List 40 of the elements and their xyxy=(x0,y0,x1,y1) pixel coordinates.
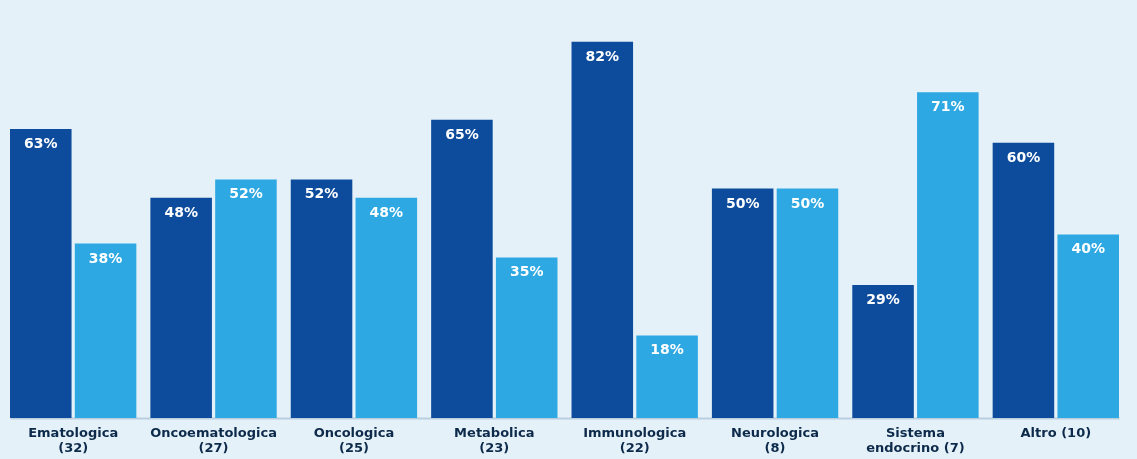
bar xyxy=(711,188,774,418)
data-label: 52% xyxy=(304,185,339,202)
x-tick-label: Oncologica (25) xyxy=(313,424,395,455)
data-label: 65% xyxy=(445,125,479,142)
data-label: 35% xyxy=(509,263,544,280)
bar xyxy=(1057,234,1119,418)
bar xyxy=(495,257,558,418)
data-label: 18% xyxy=(650,341,684,358)
bar xyxy=(636,335,698,418)
data-label: 38% xyxy=(88,249,123,266)
data-label: 48% xyxy=(164,203,198,220)
x-tick-label: Ematologica (32) xyxy=(28,424,119,455)
x-tick-label: Metabolica (23) xyxy=(454,424,535,455)
x-tick-label: Sistema endocrino (7) xyxy=(866,424,965,455)
bar xyxy=(150,197,212,418)
x-tick-label: Immunologica (22) xyxy=(583,424,687,455)
data-label: 52% xyxy=(229,185,263,202)
data-label: 48% xyxy=(369,203,404,220)
bar xyxy=(431,119,493,418)
x-tick-label: Altro (10) xyxy=(1020,424,1092,440)
data-label: 50% xyxy=(725,194,760,211)
data-label: 50% xyxy=(790,194,825,211)
data-label: 71% xyxy=(931,98,965,115)
data-label: 40% xyxy=(1071,240,1105,257)
data-label: 60% xyxy=(1006,148,1041,165)
x-tick-label: Oncoematologica (27) xyxy=(150,424,277,455)
bar xyxy=(776,188,839,418)
bar xyxy=(74,243,137,418)
bar xyxy=(215,179,277,418)
x-tick-label: Neurologica (8) xyxy=(731,424,820,455)
bar xyxy=(852,284,914,418)
bar xyxy=(992,142,1055,418)
bar xyxy=(10,128,72,418)
bar xyxy=(355,197,418,418)
bar xyxy=(290,179,353,418)
bar xyxy=(571,41,634,418)
data-label: 29% xyxy=(866,290,900,307)
bar xyxy=(917,92,979,418)
data-label: 63% xyxy=(24,134,58,151)
data-label: 82% xyxy=(585,47,620,64)
